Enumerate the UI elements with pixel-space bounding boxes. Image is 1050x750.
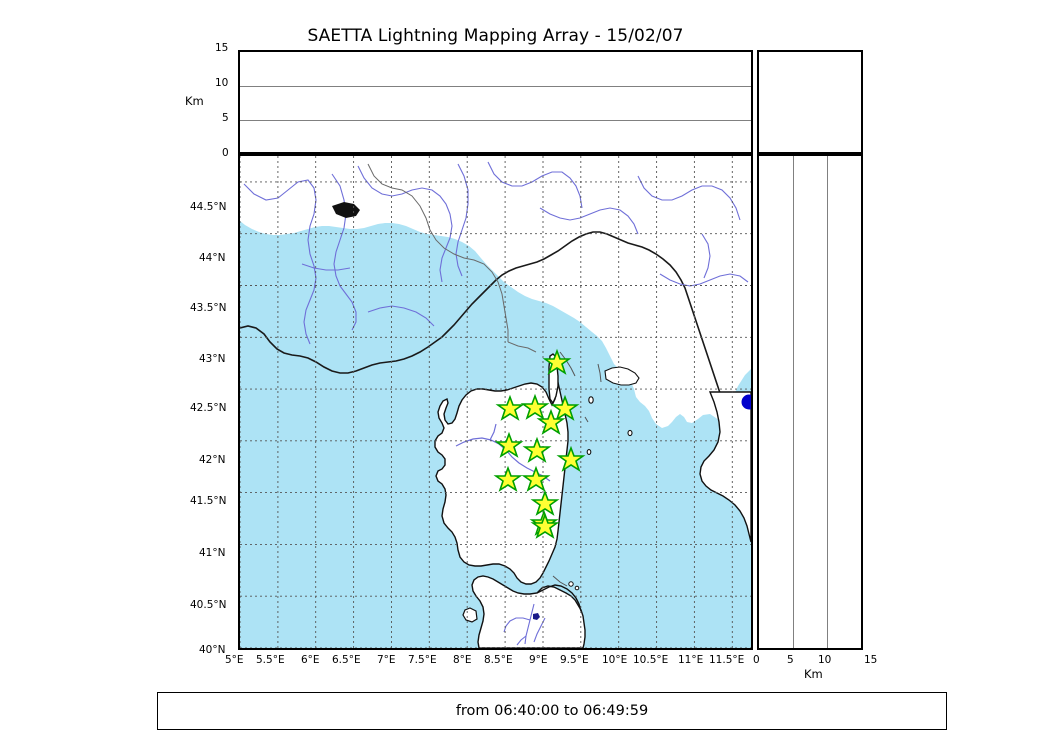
top-panel-ytick-10: 10 xyxy=(215,77,229,89)
station-star xyxy=(536,408,566,435)
map-xtick-0: 5°E xyxy=(225,654,244,666)
sardinia-rivers xyxy=(503,603,546,646)
map-ytick-2: 41°N xyxy=(199,547,226,559)
map-ytick-0: 40°N xyxy=(199,644,226,656)
map-xtick-1: 5.5°E xyxy=(256,654,285,666)
time-range-box[interactable]: from 06:40:00 to 06:49:59 xyxy=(157,692,947,730)
map-xtick-6: 8°E xyxy=(453,654,472,666)
map-xtick-8: 9°E xyxy=(529,654,548,666)
station-star xyxy=(495,394,525,421)
station-star xyxy=(493,465,523,492)
map-ytick-1: 40.5°N xyxy=(190,599,227,611)
map-xtick-2: 6°E xyxy=(301,654,320,666)
station-star xyxy=(521,465,551,492)
station-star xyxy=(542,348,572,375)
country-borders xyxy=(367,163,537,353)
time-range-text: from 06:40:00 to 06:49:59 xyxy=(455,703,649,719)
map-gridlines xyxy=(240,156,751,648)
islet-north xyxy=(332,202,360,218)
gridline-10km xyxy=(240,85,751,87)
station-star xyxy=(522,436,552,463)
top-panel-axis-label: Km xyxy=(185,94,204,108)
map-ytick-6: 43°N xyxy=(199,353,226,365)
sardinia xyxy=(462,575,586,648)
map-ytick-3: 41.5°N xyxy=(190,495,227,507)
map-xtick-4: 7°E xyxy=(377,654,396,666)
map-panel[interactable] xyxy=(238,154,753,650)
map-ytick-9: 44.5°N xyxy=(190,201,227,213)
page-title: SAETTA Lightning Mapping Array - 15/02/0… xyxy=(307,26,684,46)
map-xtick-12: 11°E xyxy=(678,654,704,666)
island-capraia xyxy=(588,396,594,404)
right-panel-xtick-5: 5 xyxy=(787,654,794,666)
station-markers xyxy=(493,348,586,539)
map-ytick-8: 44°N xyxy=(199,252,226,264)
lake-omodeo xyxy=(533,613,540,620)
gridline-5km xyxy=(240,120,751,122)
gridline-10km-right xyxy=(827,156,829,648)
island-giglio xyxy=(586,449,592,455)
corner-panel xyxy=(757,50,863,154)
bathymetry-lines xyxy=(552,351,602,587)
station-star xyxy=(494,431,524,458)
station-star xyxy=(530,512,560,539)
top-panel-ytick-15: 15 xyxy=(215,42,229,54)
island-montecristo xyxy=(627,429,633,437)
map-ytick-7: 43.5°N xyxy=(190,302,227,314)
map-xtick-5: 7.5°E xyxy=(408,654,437,666)
landmass-continent xyxy=(240,156,751,428)
coastline-continent xyxy=(240,231,751,468)
map-xtick-3: 6.5°E xyxy=(332,654,361,666)
station-star xyxy=(556,445,586,472)
map-graphics xyxy=(240,156,751,648)
station-star xyxy=(550,394,580,421)
map-xtick-10: 10°E xyxy=(602,654,628,666)
gridline-5km-right xyxy=(792,156,794,648)
map-ytick-5: 42.5°N xyxy=(190,402,227,414)
right-panel-axis-label: Km xyxy=(804,667,823,681)
map-xtick-7: 8.5°E xyxy=(484,654,513,666)
vhf-source-marker xyxy=(741,394,751,410)
map-xtick-9: 9.5°E xyxy=(560,654,589,666)
top-panel-ytick-0: 0 xyxy=(222,147,229,159)
height-vs-longitude-panel[interactable] xyxy=(238,50,753,154)
right-panel-xtick-0: 0 xyxy=(753,654,760,666)
map-xtick-11: 10.5°E xyxy=(633,654,669,666)
top-panel-ytick-5: 5 xyxy=(222,112,229,124)
map-ytick-4: 42°N xyxy=(199,454,226,466)
station-star xyxy=(530,489,560,516)
right-panel-xtick-10: 10 xyxy=(818,654,832,666)
right-panel-xtick-15: 15 xyxy=(864,654,878,666)
station-star xyxy=(520,393,550,420)
latitude-vs-height-panel[interactable] xyxy=(757,154,863,650)
italy-west-coast xyxy=(699,391,751,543)
map-xtick-13: 11.5°E xyxy=(709,654,745,666)
